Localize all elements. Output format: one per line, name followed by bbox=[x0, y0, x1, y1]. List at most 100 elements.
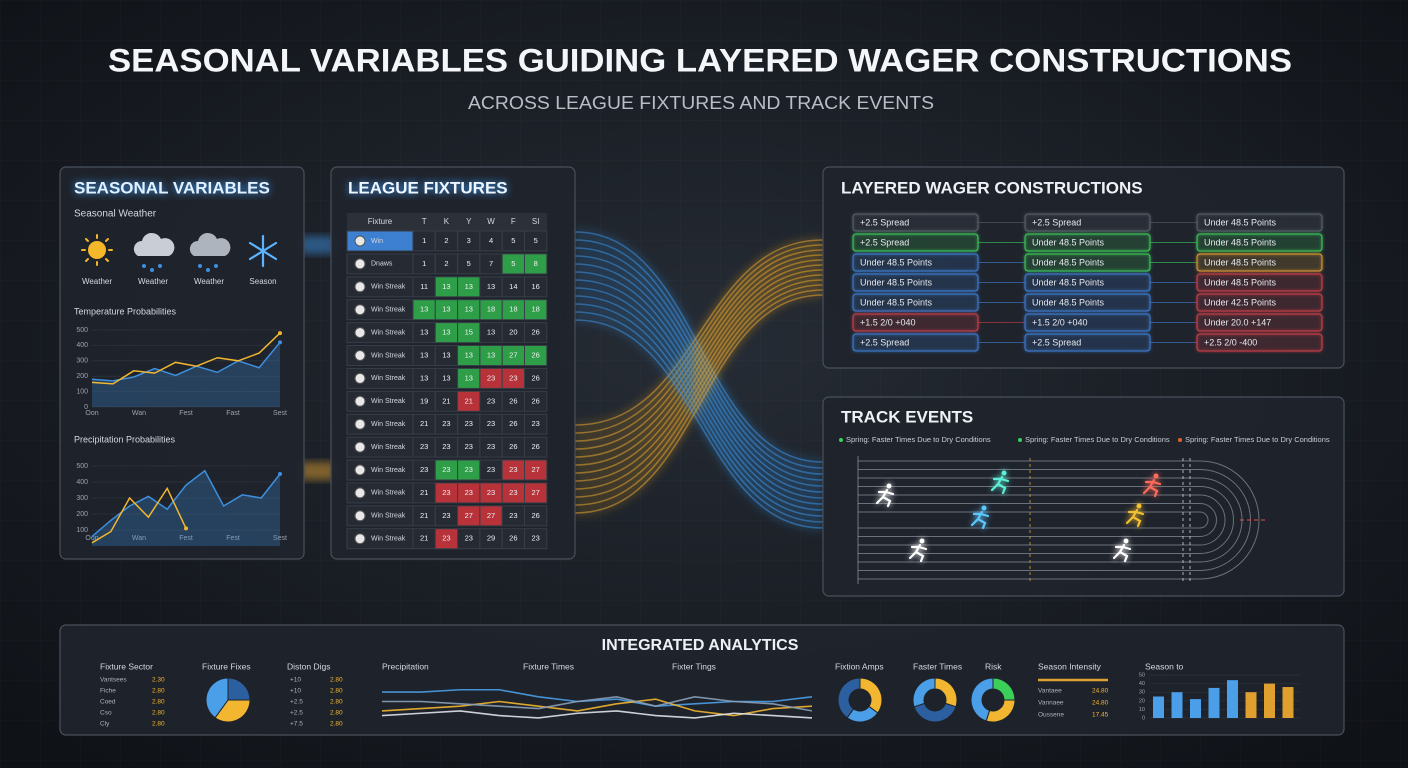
cell-value: 1 bbox=[422, 236, 426, 245]
column-header: F bbox=[511, 217, 516, 226]
wager-pill bbox=[1024, 253, 1151, 272]
team-name: Win Streak bbox=[371, 352, 406, 359]
row-value: 2.80 bbox=[152, 710, 165, 717]
cell-value: 27 bbox=[531, 488, 539, 497]
cell-value: 23 bbox=[420, 465, 428, 474]
panel-title: SEASONAL VARIABLES bbox=[74, 178, 270, 197]
cell bbox=[524, 253, 548, 275]
wager-label: Under 48.5 Points bbox=[1032, 237, 1105, 247]
cell-value: 23 bbox=[487, 442, 495, 451]
cell-value: 3 bbox=[467, 236, 471, 245]
y-tick-label: 30 bbox=[1139, 690, 1145, 696]
wager-pill bbox=[1196, 253, 1323, 272]
cell bbox=[524, 528, 548, 550]
cell-value: 27 bbox=[465, 511, 473, 520]
section-title: Diston Digs bbox=[287, 661, 330, 671]
cell bbox=[524, 345, 548, 366]
section-title: Fixture Times bbox=[523, 661, 574, 671]
team-name: Win Streak bbox=[371, 307, 406, 314]
row-value: 24.80 bbox=[1092, 700, 1109, 707]
cell bbox=[524, 413, 548, 435]
cell-value: 5 bbox=[467, 259, 471, 268]
cell-value: 13 bbox=[420, 328, 428, 337]
cell-value: 13 bbox=[487, 328, 495, 337]
team-icon bbox=[354, 350, 366, 361]
team-name: Win Streak bbox=[371, 536, 406, 543]
row-value: 2.30 bbox=[152, 677, 165, 684]
runner-body bbox=[970, 510, 990, 530]
slice bbox=[214, 699, 251, 723]
x-tick-label: Fest bbox=[179, 410, 193, 417]
wager-pill bbox=[852, 313, 979, 332]
cell-value: 26 bbox=[531, 396, 539, 405]
row-label: +2.5 bbox=[290, 699, 303, 706]
rain-cloud-icon bbox=[189, 232, 231, 272]
y-tick-label: 0 bbox=[84, 404, 88, 411]
cell-value: 13 bbox=[487, 350, 495, 359]
wager-label: +2.5 Spread bbox=[1032, 337, 1081, 347]
x-tick-label: Fest bbox=[179, 535, 193, 542]
team-icon bbox=[354, 258, 366, 270]
ribbon bbox=[574, 244, 824, 434]
slice bbox=[912, 677, 936, 708]
section-title: Fixtion Amps bbox=[835, 661, 884, 671]
y-tick-label: 400 bbox=[76, 479, 88, 486]
cell-value: 13 bbox=[487, 282, 495, 291]
y-tick-label: 0 bbox=[1142, 715, 1145, 721]
wager-pill bbox=[852, 253, 979, 272]
cell-value: 21 bbox=[420, 534, 428, 543]
cell-value: 23 bbox=[509, 488, 517, 497]
wager-label: +1.5 2/0 +040 bbox=[1032, 317, 1088, 327]
panel-title: INTEGRATED ANALYTICS bbox=[602, 637, 799, 654]
cell-value: 4 bbox=[489, 236, 493, 245]
cell-value: 23 bbox=[465, 465, 473, 474]
cell-value: 23 bbox=[465, 442, 473, 451]
row-value: 17.45 bbox=[1092, 712, 1109, 719]
cell-value: 23 bbox=[509, 511, 517, 520]
wager-label: Under 48.5 Points bbox=[860, 257, 933, 267]
row-label: Cly bbox=[100, 721, 110, 728]
wager-pill bbox=[1024, 333, 1151, 352]
end-dot bbox=[184, 526, 188, 531]
bar bbox=[1264, 683, 1275, 718]
wager-label: Under 48.5 Points bbox=[860, 297, 933, 307]
bar bbox=[1171, 692, 1183, 718]
legend-dot bbox=[1178, 438, 1182, 442]
cell-value: 11 bbox=[420, 282, 428, 291]
bar bbox=[1245, 692, 1257, 718]
x-tick-label: Fest bbox=[226, 535, 240, 542]
cell-value: 23 bbox=[487, 373, 495, 382]
cell bbox=[524, 299, 548, 321]
cell-value: 19 bbox=[420, 396, 428, 405]
legend-label: Spring: Faster Times Due to Dry Conditio… bbox=[1185, 435, 1330, 444]
y-tick-label: 100 bbox=[76, 388, 88, 395]
x-tick-label: Fast bbox=[226, 410, 240, 417]
cell-value: 27 bbox=[509, 350, 517, 359]
column-header: W bbox=[487, 217, 495, 226]
runner-body bbox=[1125, 508, 1145, 528]
cell-value: 23 bbox=[531, 419, 539, 428]
cell-value: 23 bbox=[531, 534, 539, 543]
column-header: SI bbox=[532, 217, 540, 226]
slice bbox=[837, 677, 861, 719]
wager-label: +2.5 Spread bbox=[1032, 217, 1081, 227]
line bbox=[91, 486, 187, 544]
lane bbox=[858, 503, 1217, 537]
cell bbox=[524, 482, 548, 504]
ribbon bbox=[574, 294, 824, 514]
team-icon bbox=[354, 510, 366, 522]
cell-value: 13 bbox=[442, 350, 450, 359]
runner-body bbox=[908, 543, 928, 563]
y-tick-label: 50 bbox=[1139, 672, 1145, 678]
cell-value: 23 bbox=[465, 419, 473, 428]
cell-value: 26 bbox=[531, 442, 539, 451]
row-value: 2.80 bbox=[330, 688, 343, 695]
cell-value: 23 bbox=[465, 534, 473, 543]
panel-title: LAYERED WAGER CONSTRUCTIONS bbox=[841, 178, 1143, 197]
y-tick-label: 20 bbox=[1139, 698, 1145, 704]
row-value: 2.80 bbox=[152, 699, 165, 706]
cell-value: 23 bbox=[442, 465, 450, 474]
section-title: Precipitation bbox=[382, 661, 429, 671]
column-header: K bbox=[444, 217, 450, 226]
lane bbox=[858, 486, 1234, 554]
